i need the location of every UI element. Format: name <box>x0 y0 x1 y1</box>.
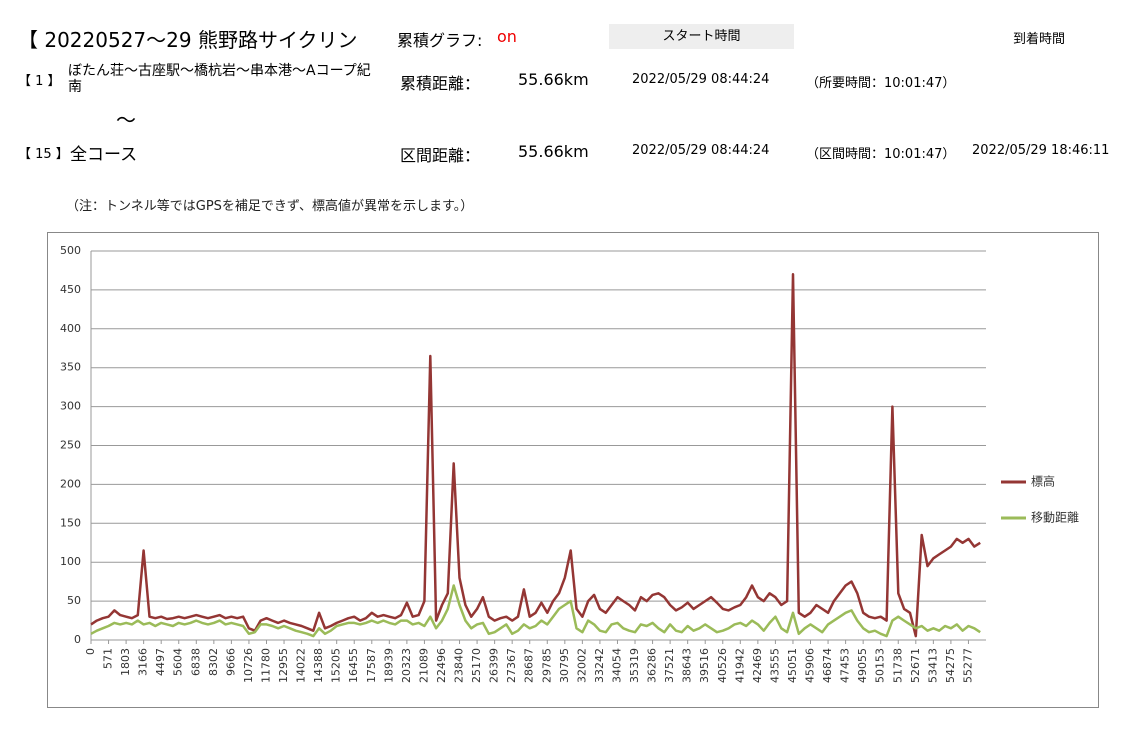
x-tick-label: 32002 <box>575 648 588 683</box>
x-tick-label: 55277 <box>961 648 974 683</box>
legend-label: 移動距離 <box>1031 511 1079 525</box>
x-tick-label: 17587 <box>365 648 378 683</box>
end-time: 2022/05/29 18:46:11 <box>972 143 1110 158</box>
x-tick-label: 40526 <box>716 648 729 683</box>
route-name: 全コース <box>70 145 138 165</box>
x-tick-label: 9666 <box>224 648 237 676</box>
y-tick-label: 300 <box>60 400 81 413</box>
graph-label: 累積グラフ: <box>397 31 483 50</box>
dist: 55.66km <box>518 70 589 89</box>
row-index: 【 1 】 <box>18 74 61 89</box>
x-tick-label: 3166 <box>137 648 150 676</box>
x-tick-label: 22496 <box>435 648 448 683</box>
y-tick-label: 500 <box>60 244 81 257</box>
y-tick-label: 250 <box>60 439 81 452</box>
x-tick-label: 14388 <box>312 648 325 683</box>
x-tick-label: 6838 <box>189 648 202 676</box>
x-tick-label: 0 <box>84 648 97 655</box>
x-tick-label: 43555 <box>768 648 781 683</box>
x-tick-label: 5604 <box>172 648 185 676</box>
y-tick-label: 450 <box>60 283 81 296</box>
x-tick-label: 27367 <box>505 648 518 683</box>
duration: （所要時間：10:01:47） <box>806 76 956 91</box>
route-name: ぼたん荘～古座駅～橋杭岩～串本港～Aコープ紀南 <box>68 63 371 95</box>
start-label: スタート時間 <box>609 24 794 49</box>
x-tick-label: 28687 <box>523 648 536 683</box>
start-time: 2022/05/29 08:44:24 <box>632 143 770 158</box>
x-tick-label: 8302 <box>207 648 220 676</box>
x-tick-label: 12955 <box>277 648 290 683</box>
x-tick-label: 15205 <box>330 648 343 683</box>
x-tick-label: 571 <box>102 648 115 669</box>
x-tick-label: 47453 <box>839 648 852 683</box>
x-tick-label: 33242 <box>593 648 606 683</box>
y-tick-label: 150 <box>60 516 81 529</box>
x-tick-label: 42469 <box>751 648 764 683</box>
x-tick-label: 52671 <box>909 648 922 683</box>
dist-label: 区間距離： <box>400 146 481 165</box>
x-tick-label: 37521 <box>663 648 676 683</box>
x-tick-label: 18939 <box>382 648 395 683</box>
x-tick-label: 4497 <box>154 648 167 676</box>
x-tick-label: 34054 <box>610 648 623 683</box>
x-tick-label: 54275 <box>944 648 957 683</box>
graph-state[interactable]: on <box>497 27 517 46</box>
x-tick-label: 20323 <box>400 648 413 683</box>
line <box>90 584 981 638</box>
y-tick-label: 0 <box>74 633 81 646</box>
x-tick-label: 51738 <box>891 648 904 683</box>
end-label: 到着時間 <box>1013 32 1066 47</box>
title: 【 20220527～29 熊野路サイクリン <box>18 28 358 52</box>
x-tick-label: 23840 <box>453 648 466 683</box>
x-tick-label: 36286 <box>646 648 659 683</box>
x-tick-label: 49055 <box>856 648 869 683</box>
chart: 0 50 100 150 200 250 300 350 400 450 500 0 571 1803 31… <box>47 232 1099 708</box>
x-tick-label: 30795 <box>558 648 571 683</box>
tilde: ～ <box>116 108 136 132</box>
x-tick-label: 45051 <box>786 648 799 683</box>
x-tick-label: 39516 <box>698 648 711 683</box>
x-tick-label: 45906 <box>804 648 817 683</box>
x-tick-label: 11780 <box>259 648 272 683</box>
y-tick-label: 50 <box>67 594 81 607</box>
x-tick-label: 50153 <box>874 648 887 683</box>
x-tick-label: 25170 <box>470 648 483 683</box>
dist-label: 累積距離： <box>400 74 481 93</box>
x-tick-label: 16455 <box>347 648 360 683</box>
x-tick-label: 46874 <box>821 648 834 683</box>
y-tick-label: 400 <box>60 322 81 335</box>
x-tick-label: 10726 <box>242 648 255 683</box>
x-tick-label: 29785 <box>540 648 553 683</box>
note: （注：トンネル等ではGPSを補足できず、標高値が異常を示します。） <box>66 199 474 214</box>
x-tick-label: 38643 <box>681 648 694 683</box>
x-tick-label: 53413 <box>926 648 939 683</box>
y-tick-label: 350 <box>60 361 81 374</box>
x-tick-label: 21089 <box>417 648 430 683</box>
legend-label: 標高 <box>1031 474 1055 489</box>
y-tick-label: 200 <box>60 477 81 490</box>
row-index: 【 15 】 <box>18 147 69 162</box>
x-tick-label: 35319 <box>628 648 641 683</box>
x-tick-label: 41942 <box>733 648 746 683</box>
start-time: 2022/05/29 08:44:24 <box>632 72 770 87</box>
dist: 55.66km <box>518 142 589 161</box>
y-tick-label: 100 <box>60 555 81 568</box>
duration: （区間時間：10:01:47） <box>806 147 956 162</box>
x-tick-label: 14022 <box>295 648 308 683</box>
x-tick-label: 26399 <box>488 648 501 683</box>
line <box>90 273 981 638</box>
x-tick-label: 1803 <box>119 648 132 676</box>
